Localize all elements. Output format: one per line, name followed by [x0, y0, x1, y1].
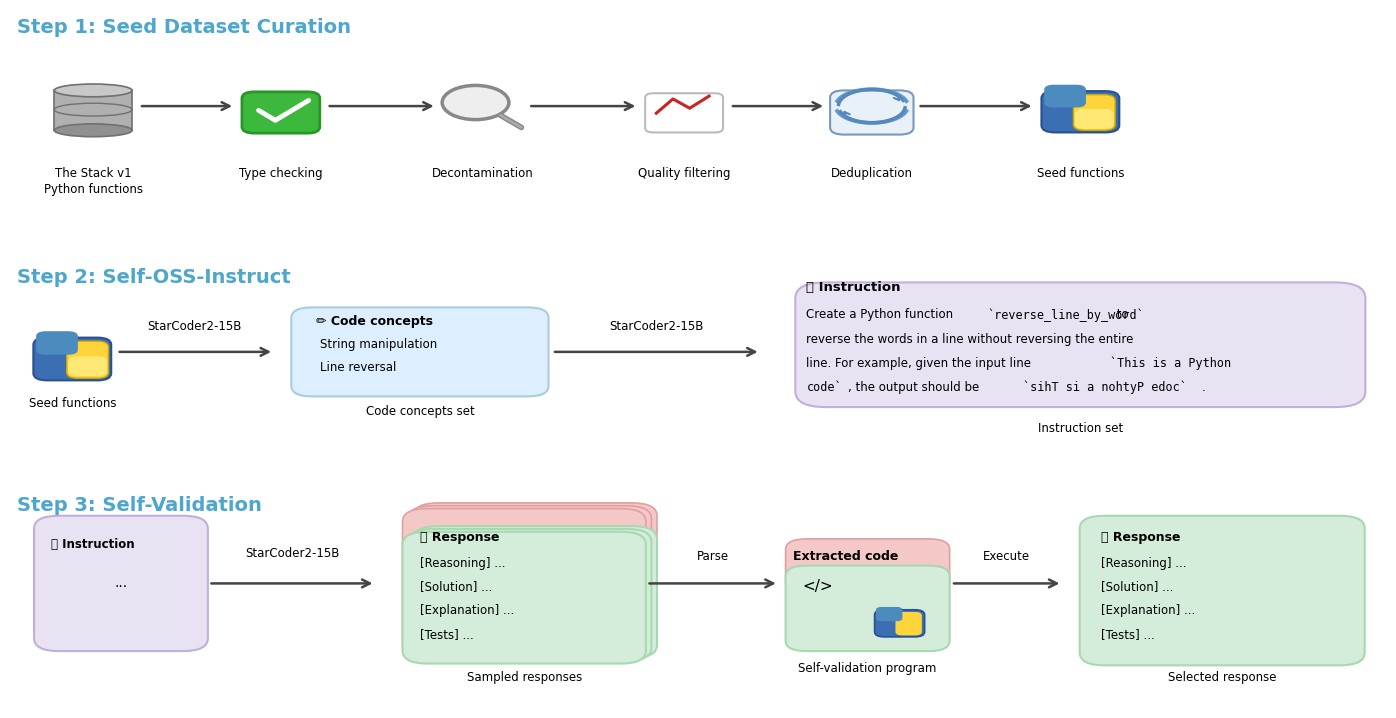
Ellipse shape [54, 124, 133, 136]
FancyBboxPatch shape [34, 337, 112, 381]
FancyBboxPatch shape [874, 610, 924, 637]
Text: ✏ Code concepts: ✏ Code concepts [315, 314, 433, 327]
Text: 💬 Instruction: 💬 Instruction [807, 281, 900, 294]
Text: line. For example, given the input line: line. For example, given the input line [807, 357, 1036, 370]
Text: Decontamination: Decontamination [431, 167, 533, 180]
Text: 👤 Response: 👤 Response [1101, 531, 1181, 544]
FancyBboxPatch shape [1079, 516, 1365, 666]
Text: `sihT si a nohtyP edoc`: `sihT si a nohtyP edoc` [1023, 381, 1187, 394]
FancyBboxPatch shape [1075, 109, 1114, 129]
Text: [Reasoning] ...: [Reasoning] ... [1101, 557, 1187, 570]
Text: Seed functions: Seed functions [28, 396, 116, 410]
Text: StarCoder2-15B: StarCoder2-15B [609, 320, 704, 333]
Text: Type checking: Type checking [239, 167, 322, 180]
FancyBboxPatch shape [402, 508, 646, 658]
FancyBboxPatch shape [68, 356, 107, 376]
Text: Seed functions: Seed functions [1037, 167, 1124, 180]
Text: [Reasoning] ...: [Reasoning] ... [420, 557, 505, 570]
FancyBboxPatch shape [895, 612, 921, 635]
FancyBboxPatch shape [1044, 85, 1086, 108]
Text: Step 1: Seed Dataset Curation: Step 1: Seed Dataset Curation [17, 18, 350, 37]
FancyBboxPatch shape [242, 92, 320, 133]
Text: , the output should be: , the output should be [849, 381, 983, 394]
FancyBboxPatch shape [786, 539, 949, 592]
Text: The Stack v1
Python functions: The Stack v1 Python functions [43, 167, 142, 195]
Text: Execute: Execute [983, 550, 1030, 563]
Text: Line reversal: Line reversal [320, 361, 396, 374]
Text: String manipulation: String manipulation [320, 338, 437, 351]
FancyBboxPatch shape [408, 505, 652, 656]
Text: [Tests] ...: [Tests] ... [420, 628, 473, 641]
Text: StarCoder2-15B: StarCoder2-15B [148, 320, 242, 333]
Text: Deduplication: Deduplication [831, 167, 913, 180]
FancyBboxPatch shape [413, 526, 658, 658]
Text: StarCoder2-15B: StarCoder2-15B [244, 547, 339, 560]
Text: Instruction set: Instruction set [1037, 422, 1122, 435]
FancyBboxPatch shape [67, 341, 109, 378]
Text: Step 2: Self-OSS-Instruct: Step 2: Self-OSS-Instruct [17, 268, 290, 286]
Text: 💬 Instruction: 💬 Instruction [52, 538, 135, 551]
FancyBboxPatch shape [413, 503, 658, 653]
FancyBboxPatch shape [831, 90, 913, 134]
FancyBboxPatch shape [54, 90, 133, 130]
Text: </>: </> [803, 579, 833, 595]
Text: Selected response: Selected response [1168, 671, 1276, 684]
Text: Code concepts set: Code concepts set [366, 404, 475, 417]
FancyBboxPatch shape [402, 532, 646, 663]
Text: `reverse_line_by_word`: `reverse_line_by_word` [987, 308, 1143, 322]
Text: [Solution] ...: [Solution] ... [1101, 580, 1174, 594]
FancyBboxPatch shape [645, 93, 723, 132]
Text: ...: ... [114, 577, 127, 590]
FancyBboxPatch shape [34, 516, 208, 651]
Ellipse shape [54, 84, 133, 97]
Text: Parse: Parse [697, 550, 729, 563]
Text: [Tests] ...: [Tests] ... [1101, 628, 1154, 641]
Text: Self-validation program: Self-validation program [799, 663, 937, 676]
FancyBboxPatch shape [1074, 95, 1115, 130]
FancyBboxPatch shape [36, 331, 78, 355]
Text: `This is a Python: `This is a Python [1110, 357, 1231, 370]
Text: [Explanation] ...: [Explanation] ... [420, 604, 514, 617]
Text: code`: code` [807, 381, 842, 394]
Text: reverse the words in a line without reversing the entire: reverse the words in a line without reve… [807, 332, 1134, 345]
Text: Step 3: Self-Validation: Step 3: Self-Validation [17, 495, 261, 515]
Text: [Explanation] ...: [Explanation] ... [1101, 604, 1195, 617]
FancyBboxPatch shape [875, 607, 902, 621]
Text: Quality filtering: Quality filtering [638, 167, 730, 180]
FancyBboxPatch shape [796, 282, 1365, 407]
FancyBboxPatch shape [1041, 91, 1120, 132]
Text: Extracted code: Extracted code [793, 550, 898, 563]
FancyBboxPatch shape [786, 566, 949, 651]
Text: Create a Python function: Create a Python function [807, 308, 958, 322]
FancyBboxPatch shape [292, 307, 549, 396]
FancyBboxPatch shape [408, 529, 652, 661]
Text: Sampled responses: Sampled responses [466, 671, 582, 684]
Text: .: . [1202, 381, 1205, 394]
Circle shape [443, 85, 510, 120]
Text: to: to [1113, 308, 1128, 322]
Text: 👤 Response: 👤 Response [420, 531, 500, 544]
Text: [Solution] ...: [Solution] ... [420, 580, 493, 594]
